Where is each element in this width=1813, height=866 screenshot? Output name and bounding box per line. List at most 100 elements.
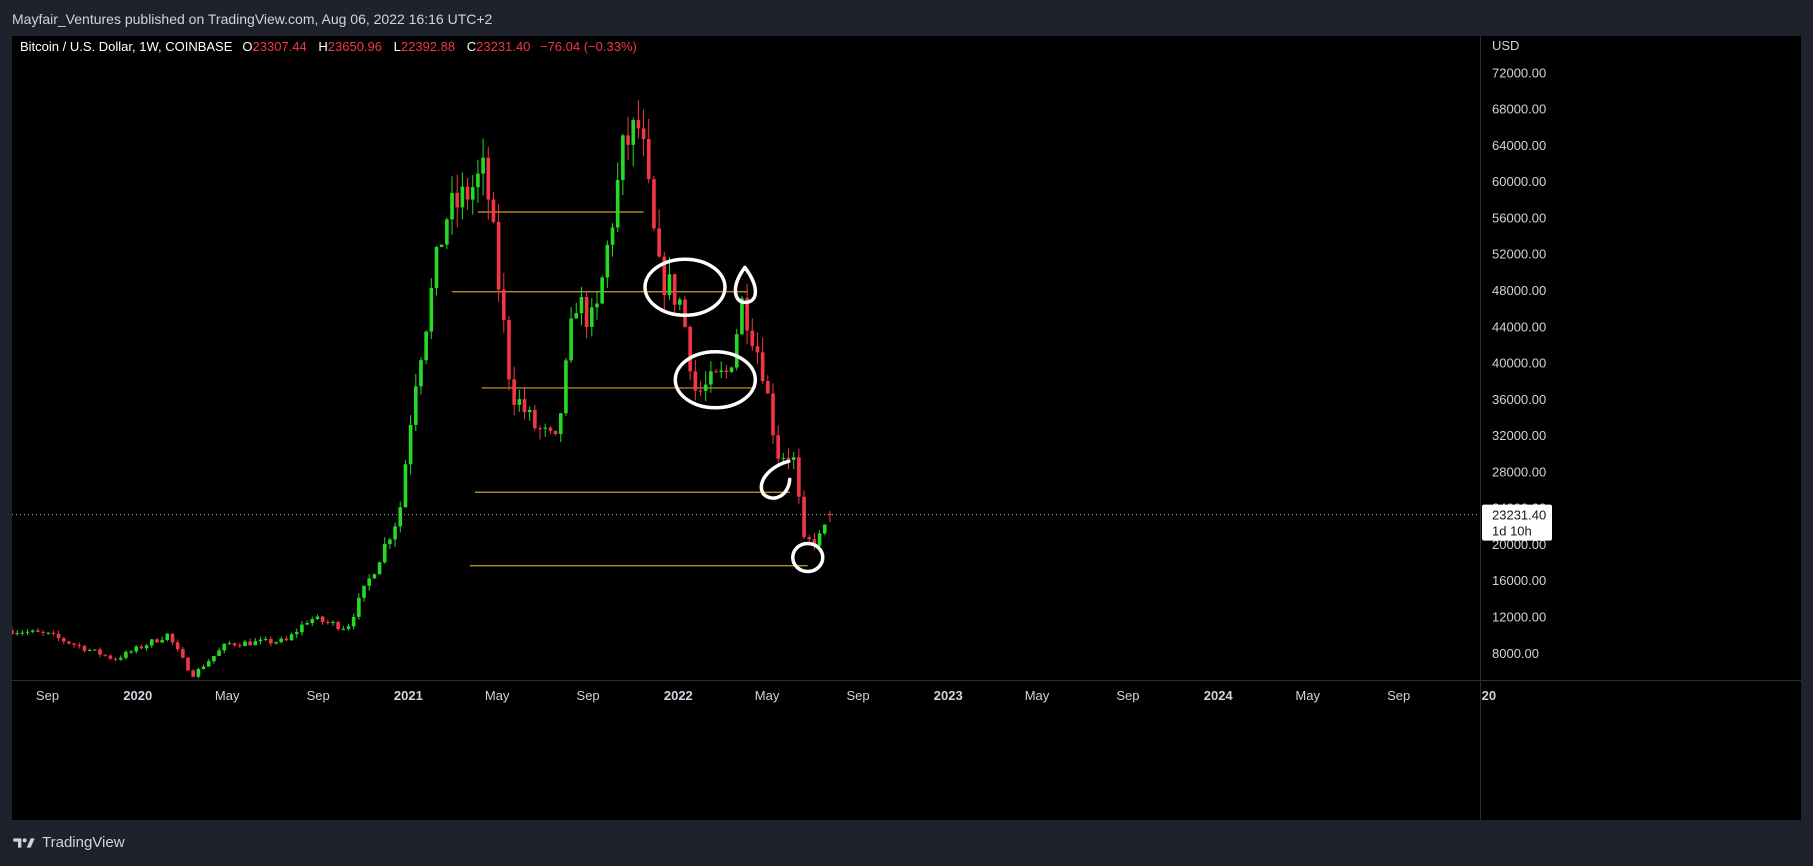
candle-down — [828, 510, 832, 523]
candle-body — [698, 390, 703, 392]
candle-body — [553, 430, 558, 435]
candle-body — [776, 435, 780, 459]
candle-up — [470, 174, 475, 215]
candle-up — [564, 357, 568, 416]
legend-high-value: 23650.96 — [328, 39, 382, 54]
candle-body — [693, 371, 698, 391]
candle-body — [269, 638, 273, 644]
candle-down — [181, 646, 185, 659]
candle-body — [46, 632, 51, 634]
candle-body — [626, 135, 630, 145]
x-tick-label: Sep — [36, 688, 59, 703]
candle-up — [279, 636, 284, 644]
candle-body — [621, 135, 625, 181]
y-tick-label: 16000.00 — [1492, 573, 1546, 588]
candle-up — [424, 330, 428, 365]
candles — [12, 100, 832, 679]
candle-down — [67, 640, 71, 645]
last-price-badge: 23231.40 1d 10h — [1482, 504, 1552, 541]
candle-down — [237, 642, 242, 649]
x-tick-label: Sep — [1116, 688, 1139, 703]
candle-up — [201, 664, 206, 670]
candle-body — [807, 537, 812, 540]
candle-up — [243, 639, 247, 647]
candle-up — [791, 451, 796, 470]
candle-body — [496, 222, 501, 290]
legend-open-label: O — [242, 39, 252, 54]
time-axis[interactable]: Sep 2020 May Sep 2021 May Sep 2022 May Sep 2023 May… — [36, 688, 1496, 703]
x-tick-label: 2023 — [934, 688, 963, 703]
candle-body — [72, 643, 76, 645]
candle-body — [413, 386, 418, 425]
candle-up — [677, 297, 682, 311]
candle-body — [688, 326, 692, 372]
candle-body — [382, 543, 387, 563]
candle-body — [507, 319, 511, 380]
brand-footer[interactable]: TradingView — [12, 834, 125, 851]
candle-up — [729, 366, 734, 374]
candle-up — [450, 176, 454, 235]
candle-down — [501, 272, 506, 333]
candle-body — [25, 631, 30, 633]
candle-up — [615, 162, 620, 233]
x-tick-label: 2021 — [394, 688, 423, 703]
candle-up — [822, 524, 827, 536]
candle-body — [77, 644, 82, 646]
candle-body — [662, 256, 667, 296]
y-tick-label: 68000.00 — [1492, 102, 1546, 117]
y-tick-label: 44000.00 — [1492, 319, 1546, 334]
candle-up — [419, 357, 423, 395]
candle-up — [517, 389, 522, 412]
candle-down — [657, 209, 661, 258]
candle-up — [341, 626, 346, 631]
candle-up — [87, 648, 92, 652]
candle-body — [372, 574, 377, 579]
brand-name: TradingView — [42, 834, 125, 851]
annotation-ellipse — [643, 257, 727, 318]
candle-up — [93, 649, 97, 652]
y-tick-label: 56000.00 — [1492, 210, 1546, 225]
y-tick-label: 48000.00 — [1492, 283, 1546, 298]
chart-panel[interactable]: USD8000.0012000.0016000.0020000.0024000.… — [12, 36, 1801, 820]
candle-up — [289, 632, 294, 641]
candle-body — [455, 192, 460, 208]
candle-down — [72, 642, 76, 648]
candle-body — [538, 428, 542, 430]
candle-down — [77, 642, 82, 649]
candle-up — [543, 423, 548, 437]
candle-body — [56, 633, 61, 639]
x-tick-label: Sep — [846, 688, 869, 703]
candle-up — [558, 412, 563, 443]
y-tick-label: 60000.00 — [1492, 174, 1546, 189]
x-tick-label: 2024 — [1204, 688, 1234, 703]
candle-down — [170, 633, 175, 646]
price-chart[interactable]: USD8000.0012000.0016000.0020000.0024000.… — [12, 36, 1801, 820]
price-axis[interactable]: USD8000.0012000.0016000.0020000.0024000.… — [1492, 38, 1546, 661]
candle-up — [165, 633, 170, 642]
x-tick-label: 20 — [1482, 688, 1496, 703]
candle-down — [507, 316, 511, 391]
candle-body — [51, 632, 56, 634]
candle-body — [87, 649, 92, 651]
candle-body — [600, 277, 604, 304]
candle-down — [465, 177, 470, 211]
y-tick-label: 40000.00 — [1492, 356, 1546, 371]
candle-down — [108, 654, 113, 660]
candle-down — [41, 630, 45, 637]
candle-down — [755, 332, 760, 365]
candle-down — [776, 425, 780, 468]
candle-body — [103, 654, 107, 656]
y-tick-label: 36000.00 — [1492, 392, 1546, 407]
candle-body — [703, 384, 708, 391]
candle-up — [346, 623, 351, 631]
candle-body — [558, 413, 563, 435]
legend-close-value: 23231.40 — [476, 39, 530, 54]
legend-low-value: 22392.88 — [401, 39, 455, 54]
candle-down — [636, 100, 641, 139]
candle-body — [248, 641, 252, 646]
candle-up — [30, 629, 35, 634]
candle-body — [346, 626, 351, 629]
price-badge-box — [1482, 504, 1552, 541]
candle-body — [740, 298, 744, 335]
publisher-caption: Mayfair_Ventures published on TradingVie… — [12, 11, 493, 27]
